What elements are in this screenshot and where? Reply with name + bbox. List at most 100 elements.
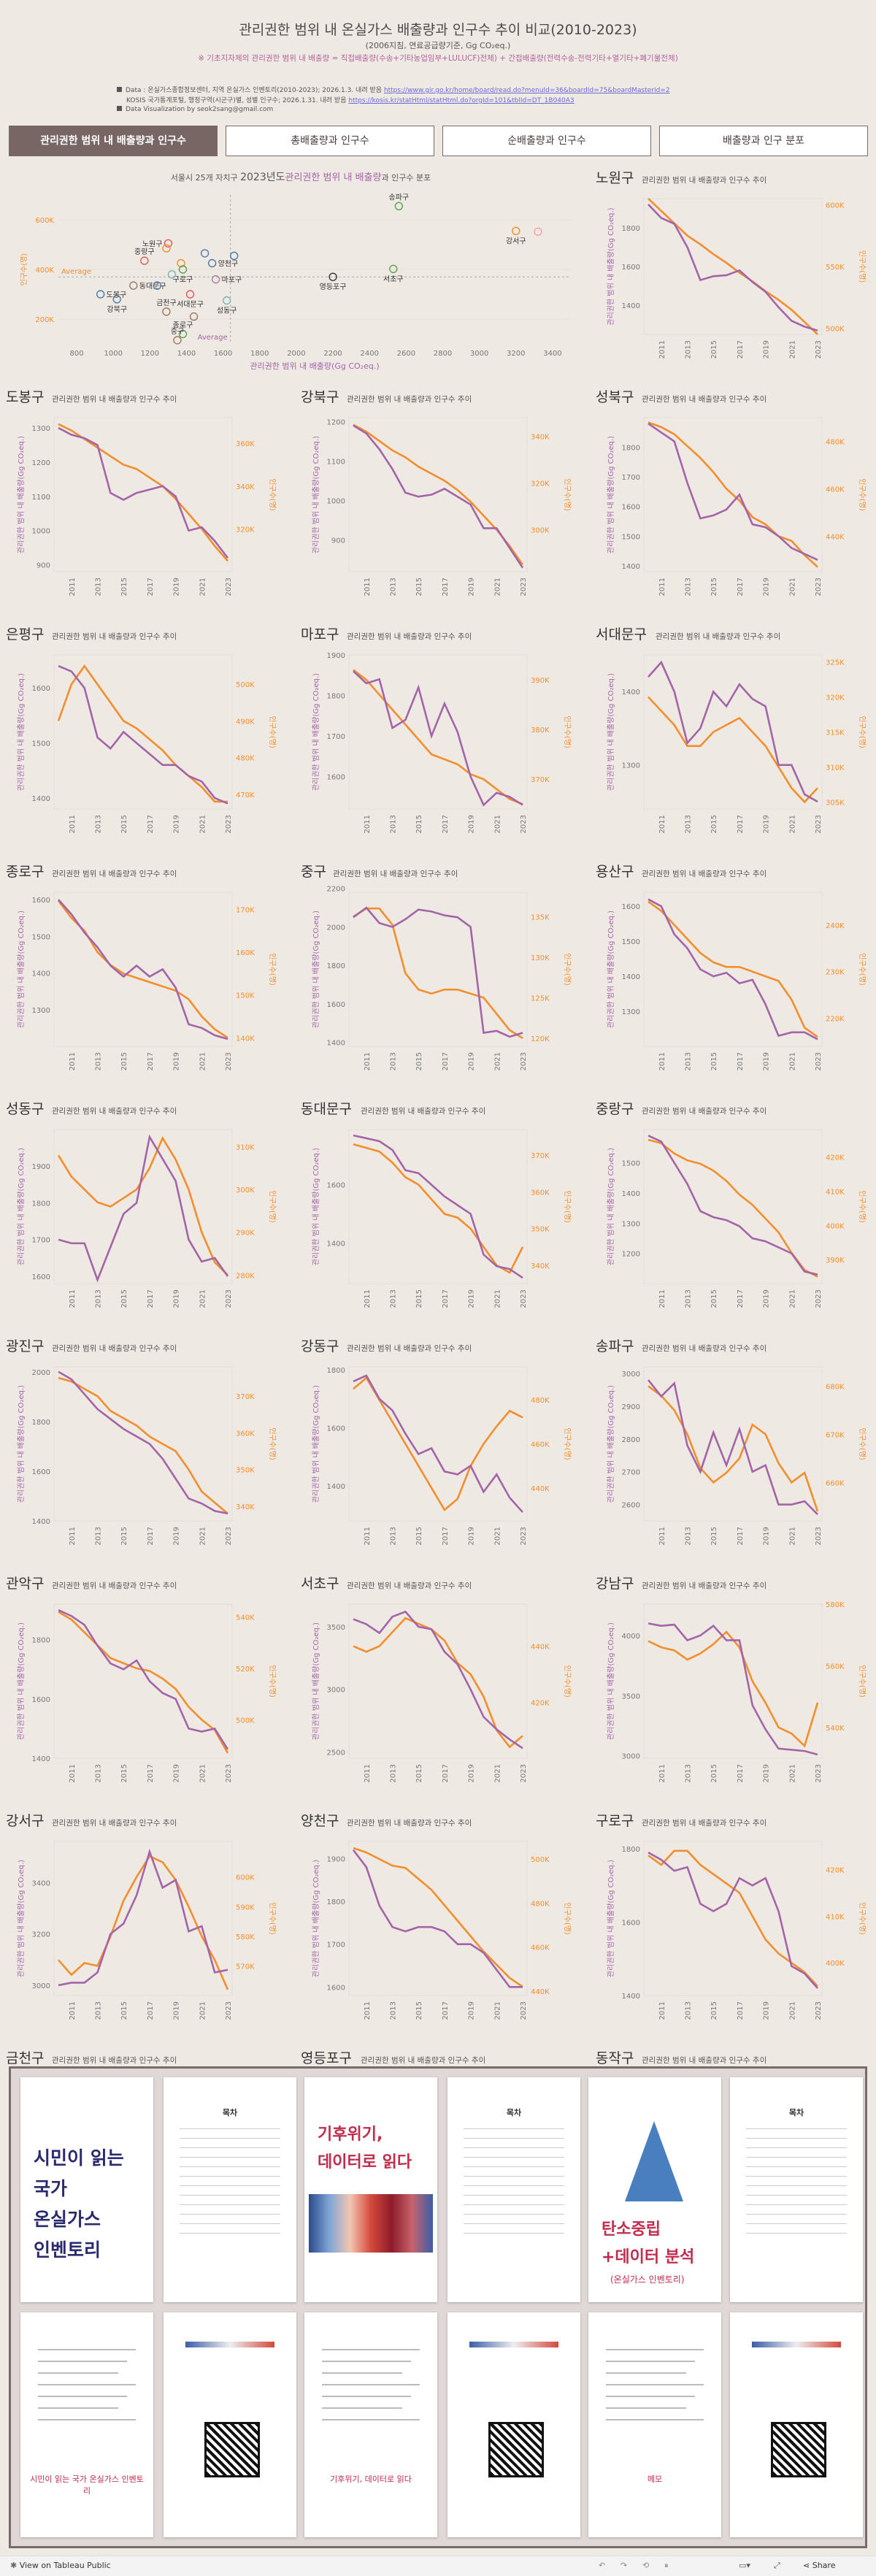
pause-icon[interactable]: ⏸: [664, 2561, 669, 2570]
data-visualization-credit: Data Visualization by seok2sang@gmail.co…: [117, 106, 273, 113]
population-line[interactable]: [353, 1143, 524, 1274]
scatter-point[interactable]: [512, 226, 520, 236]
population-line[interactable]: [57, 664, 228, 803]
book-cover[interactable]: [164, 2312, 296, 2537]
scatter-point[interactable]: [178, 329, 188, 339]
population-line[interactable]: [353, 1376, 523, 1511]
emission-line[interactable]: [648, 423, 818, 561]
emission-line[interactable]: [647, 1379, 818, 1515]
emission-line[interactable]: [648, 204, 818, 331]
view-on-tableau-public-button[interactable]: ✱ View on Tableau Public: [10, 2561, 111, 2570]
emission-line[interactable]: [353, 424, 524, 569]
emission-line[interactable]: [58, 1371, 228, 1515]
emission-line[interactable]: [58, 1848, 228, 1987]
population-line[interactable]: [648, 421, 818, 568]
scatter-point[interactable]: [394, 202, 404, 210]
book-cover[interactable]: 메모: [588, 2312, 721, 2537]
scatter-point[interactable]: [112, 295, 121, 304]
scatter-point[interactable]: [178, 265, 188, 274]
emission-line[interactable]: [58, 664, 228, 805]
scatter-point[interactable]: [162, 244, 171, 253]
population-line[interactable]: [353, 907, 523, 1039]
scatter-point[interactable]: [167, 270, 177, 279]
population-line[interactable]: [648, 696, 818, 804]
emission-line[interactable]: [648, 1622, 818, 1756]
population-line[interactable]: [648, 1849, 818, 1987]
population-line[interactable]: [648, 198, 818, 335]
population-line[interactable]: [648, 1385, 819, 1512]
scatter-point[interactable]: [211, 275, 220, 284]
scatter-point[interactable]: [389, 264, 398, 274]
population-line[interactable]: [57, 900, 228, 1039]
book-cover[interactable]: 시민이 읽는 국가 온실가스 인벤토리: [20, 2077, 153, 2302]
population-line[interactable]: [353, 669, 523, 805]
population-line[interactable]: [648, 1138, 818, 1278]
scatter-point[interactable]: [200, 249, 210, 258]
tab-distribution[interactable]: 배출량과 인구 분포: [659, 126, 868, 156]
population-line[interactable]: [58, 1855, 229, 1990]
emission-line[interactable]: [648, 898, 818, 1040]
scatter-point[interactable]: [153, 281, 162, 290]
scatter-point[interactable]: [185, 290, 195, 299]
population-line[interactable]: [353, 1617, 523, 1749]
district-chart-subtitle: 관리권한 범위 내 배출량과 인구수 추이: [333, 869, 458, 878]
emission-line[interactable]: [353, 906, 523, 1038]
scatter-point[interactable]: [189, 312, 199, 321]
scatter-point[interactable]: [177, 258, 185, 268]
scatter-point[interactable]: [140, 256, 149, 265]
scatter-point[interactable]: [164, 239, 173, 248]
fullscreen-icon[interactable]: ⤢: [774, 2561, 780, 2570]
source-link-2[interactable]: https://kosis.kr/statHtml/statHtml.do?or…: [348, 97, 575, 104]
emission-line[interactable]: [58, 426, 229, 559]
book-cover[interactable]: [447, 2312, 580, 2537]
tab-total-emission[interactable]: 총배출량과 인구수: [226, 126, 434, 156]
scatter-point[interactable]: [222, 296, 231, 305]
undo-icon[interactable]: ↶: [599, 2561, 606, 2570]
emission-line[interactable]: [353, 670, 523, 807]
emission-axis-tick: 3400: [32, 1879, 50, 1887]
population-line[interactable]: [353, 423, 524, 566]
share-button[interactable]: ⋖ Share: [803, 2561, 836, 2570]
scatter-point[interactable]: [173, 336, 182, 345]
scatter-point[interactable]: [328, 272, 337, 281]
population-line[interactable]: [648, 900, 818, 1038]
population-axis-label: 인구수(명): [858, 1665, 867, 1698]
source-link-1[interactable]: https://www.gir.go.kr/home/board/read.do…: [383, 87, 670, 94]
emission-line[interactable]: [353, 1610, 523, 1749]
book-cover[interactable]: 탄소중립 +데이터 분석 (온실가스 인벤토리): [588, 2077, 721, 2302]
tab-managed-emission[interactable]: 관리권한 범위 내 배출량과 인구수: [9, 126, 218, 156]
scatter-point[interactable]: [162, 307, 171, 316]
emission-line[interactable]: [648, 660, 818, 803]
book-cover[interactable]: [730, 2312, 863, 2537]
emission-line[interactable]: [648, 1135, 818, 1276]
redo-icon[interactable]: ↷: [620, 2561, 628, 2570]
book-cover[interactable]: 기후위기, 데이터로 읽다: [304, 2312, 437, 2537]
population-line[interactable]: [353, 1847, 523, 1988]
tab-net-emission[interactable]: 순배출량과 인구수: [442, 126, 651, 156]
device-layout-icon[interactable]: ▭▾: [739, 2561, 750, 2570]
scatter-point[interactable]: [207, 258, 217, 268]
emission-line[interactable]: [648, 1851, 818, 1989]
emission-line[interactable]: [58, 899, 228, 1040]
emission-axis-tick: 1700: [327, 733, 345, 741]
emission-line[interactable]: [58, 1134, 229, 1283]
revert-icon[interactable]: ⟲: [642, 2561, 650, 2570]
book-cover[interactable]: 목차: [447, 2077, 580, 2302]
scatter-point[interactable]: [229, 251, 239, 261]
population-line[interactable]: [57, 1135, 228, 1276]
book-cover[interactable]: 시민이 읽는 국가 온실가스 인벤토리: [20, 2312, 153, 2537]
population-line[interactable]: [648, 1630, 819, 1748]
book-cover[interactable]: 목차: [164, 2077, 296, 2302]
emission-line[interactable]: [353, 1134, 523, 1279]
book-cover[interactable]: 목차: [730, 2077, 863, 2302]
emission-line[interactable]: [58, 1609, 229, 1750]
book-cover[interactable]: 기후위기, 데이터로 읽다: [304, 2077, 437, 2302]
population-axis-tick: 660K: [826, 1479, 845, 1487]
scatter-point[interactable]: [96, 290, 105, 299]
scatter-point[interactable]: [534, 227, 542, 237]
scatter-point[interactable]: [129, 281, 138, 290]
emission-line[interactable]: [353, 1374, 523, 1513]
population-line[interactable]: [58, 1376, 228, 1514]
emission-line[interactable]: [352, 1849, 523, 1988]
population-line[interactable]: [58, 423, 228, 562]
